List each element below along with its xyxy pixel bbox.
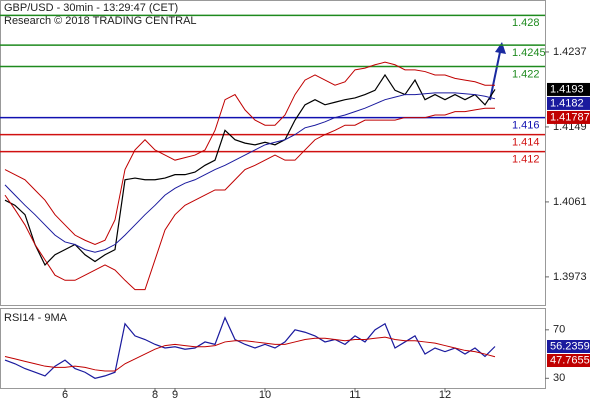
level-label: 1.412 <box>512 154 540 166</box>
rsi-panel <box>0 308 546 389</box>
series-line <box>4 336 496 372</box>
rsi-title: RSI14 - 9MA <box>4 312 68 324</box>
price-tag: 56.2359 <box>550 340 590 352</box>
price-tag: 1.41787 <box>550 111 590 123</box>
price-panel <box>0 0 546 306</box>
x-tick-label: 11 <box>349 389 360 400</box>
price-tag: 47.7655 <box>550 354 590 366</box>
x-tick-label: 12 <box>439 389 451 400</box>
chart-title: GBP/USD - 30min - 13:29:47 (CET) <box>4 2 178 14</box>
y-tick-label: 1.3973 <box>553 271 587 283</box>
x-tick-label: 6 <box>62 389 68 400</box>
level-label: 1.416 <box>512 119 540 131</box>
series-line <box>4 107 495 291</box>
x-tick-label: 8 <box>152 389 158 400</box>
y-tick-label: 70 <box>553 324 565 336</box>
series-line <box>4 73 496 266</box>
series-line <box>4 92 496 253</box>
y-tick-label: 30 <box>553 372 565 384</box>
chart-subtitle: Research © 2018 TRADING CENTRAL <box>4 15 197 27</box>
price-tag-box <box>547 354 590 368</box>
x-tick-label: 9 <box>172 389 178 400</box>
series-line <box>4 61 495 246</box>
price-tag-box <box>547 340 590 354</box>
forecast-arrow <box>489 51 501 101</box>
level-label: 1.422 <box>512 68 540 80</box>
forecast-arrow-head <box>495 42 506 54</box>
price-tag-box <box>547 96 590 110</box>
level-label: 1.4245 <box>512 47 546 59</box>
series-line <box>4 316 496 379</box>
price-tag-box <box>547 110 590 124</box>
x-tick-label: 10 <box>259 389 271 400</box>
price-tag: 1.4182 <box>550 97 584 109</box>
price-tag: 1.4193 <box>550 83 584 95</box>
price-tag-box <box>547 82 590 96</box>
level-label: 1.428 <box>512 17 540 29</box>
level-label: 1.414 <box>512 137 540 149</box>
y-tick-label: 1.4061 <box>553 196 587 208</box>
y-tick-label: 1.4237 <box>553 46 587 58</box>
